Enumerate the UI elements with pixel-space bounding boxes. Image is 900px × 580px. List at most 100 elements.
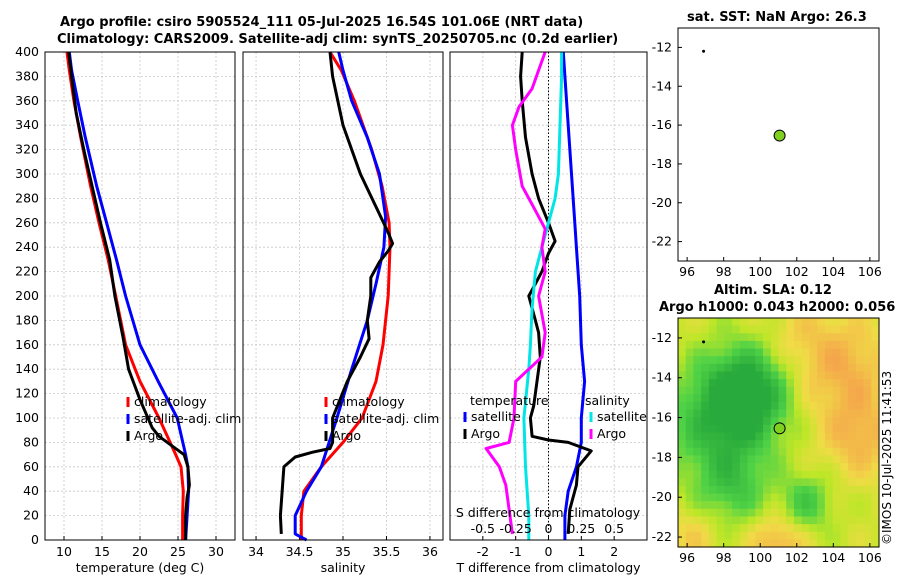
heatmap-cell [701, 424, 710, 434]
heatmap-cell [747, 524, 756, 533]
heatmap-cell [848, 440, 857, 449]
heatmap-cell [747, 340, 756, 350]
heatmap-cell [832, 424, 841, 434]
heatmap-cell [755, 363, 764, 373]
heatmap-cell [763, 409, 772, 418]
heatmap-cell [809, 470, 818, 479]
heatmap-cell [747, 379, 756, 388]
heatmap-cell [685, 516, 695, 525]
heatmap-cell [832, 379, 841, 388]
legend-temperature-0-label: climatology [134, 394, 207, 409]
heatmap-cell [739, 386, 749, 395]
x2-tick-label: -0.5 [471, 521, 495, 536]
heatmap-cell [678, 478, 687, 487]
heatmap-cell [801, 325, 811, 334]
heatmap-cell [693, 318, 702, 327]
heatmap-cell [840, 409, 849, 418]
heatmap-cell [732, 386, 741, 395]
heatmap-cell [848, 325, 857, 334]
heatmap-cell [824, 478, 834, 487]
y-tick-label: 200 [15, 288, 39, 303]
sla-heatmap [678, 318, 880, 548]
heatmap-cell [732, 539, 741, 548]
heatmap-cell [840, 478, 849, 487]
x2-tick-label: 0.5 [604, 521, 624, 536]
heatmap-cell [832, 455, 841, 464]
heatmap-cell [739, 501, 749, 510]
heatmap-cell [801, 401, 811, 411]
heatmap-cell [817, 539, 826, 548]
heatmap-cell [708, 485, 718, 495]
heatmap-cell [801, 432, 811, 441]
map-sst-y-tick-label: -14 [652, 78, 672, 93]
heatmap-cell [701, 401, 710, 411]
heatmap-cell [863, 424, 872, 434]
heatmap-cell [739, 539, 749, 548]
heatmap-cell [716, 531, 725, 540]
heatmap-cell [747, 493, 756, 502]
heatmap-cell [716, 371, 725, 380]
heatmap-cell [793, 348, 803, 357]
heatmap-cell [840, 325, 849, 334]
heatmap-cell [786, 447, 795, 456]
heatmap-cell [739, 340, 749, 350]
map-sst-x-tick-label: 102 [785, 264, 809, 279]
heatmap-cell [755, 417, 764, 426]
heatmap-cell [801, 333, 811, 342]
heatmap-cell [685, 417, 695, 426]
heatmap-cell [693, 478, 702, 487]
heatmap-cell [817, 455, 826, 464]
heatmap-cell [801, 524, 811, 533]
heatmap-cell [855, 417, 865, 426]
heatmap-cell [763, 485, 772, 495]
heatmap-cell [855, 485, 865, 495]
heatmap-cell [685, 318, 695, 327]
heatmap-cell [716, 417, 725, 426]
heatmap-cell [824, 417, 834, 426]
heatmap-cell [824, 455, 834, 464]
heatmap-cell [747, 417, 756, 426]
heatmap-cell [701, 531, 710, 540]
map-sla-reference-dot [702, 340, 706, 344]
heatmap-cell [778, 371, 787, 380]
heatmap-cell [855, 432, 865, 441]
heatmap-cell [732, 463, 741, 472]
y-tick-label: 340 [15, 117, 39, 132]
heatmap-cell [763, 318, 772, 327]
heatmap-cell [778, 394, 787, 403]
heatmap-cell [848, 333, 857, 342]
map-sla-title-1: Altim. SLA: 0.12 [714, 283, 832, 298]
heatmap-cell [793, 516, 803, 525]
heatmap-cell [809, 340, 818, 350]
heatmap-cell [724, 516, 733, 525]
heatmap-cell [678, 493, 687, 502]
heatmap-cell [716, 394, 725, 403]
heatmap-cell [824, 318, 834, 327]
heatmap-cell [708, 531, 718, 540]
heatmap-cell [716, 409, 725, 418]
heatmap-cell [832, 493, 841, 502]
heatmap-cell [832, 363, 841, 373]
heatmap-cell [755, 348, 764, 357]
heatmap-cell [708, 371, 718, 380]
heatmap-cell [747, 356, 756, 365]
heatmap-cell [701, 356, 710, 365]
heatmap-cell [824, 409, 834, 418]
heatmap-cell [770, 318, 780, 327]
heatmap-cell [716, 508, 725, 518]
heatmap-cell [739, 493, 749, 502]
heatmap-cell [747, 516, 756, 525]
heatmap-cell [716, 401, 725, 411]
heatmap-cell [770, 447, 780, 456]
y-tick-label: 300 [15, 166, 39, 181]
heatmap-cell [871, 417, 880, 426]
heatmap-cell [817, 409, 826, 418]
x-axis-label-salinity: salinity [321, 560, 366, 575]
heatmap-cell [747, 401, 756, 411]
heatmap-cell [747, 447, 756, 456]
heatmap-cell [871, 447, 880, 456]
heatmap-cell [770, 348, 780, 357]
heatmap-cell [739, 508, 749, 518]
heatmap-cell [793, 379, 803, 388]
heatmap-cell [863, 493, 872, 502]
